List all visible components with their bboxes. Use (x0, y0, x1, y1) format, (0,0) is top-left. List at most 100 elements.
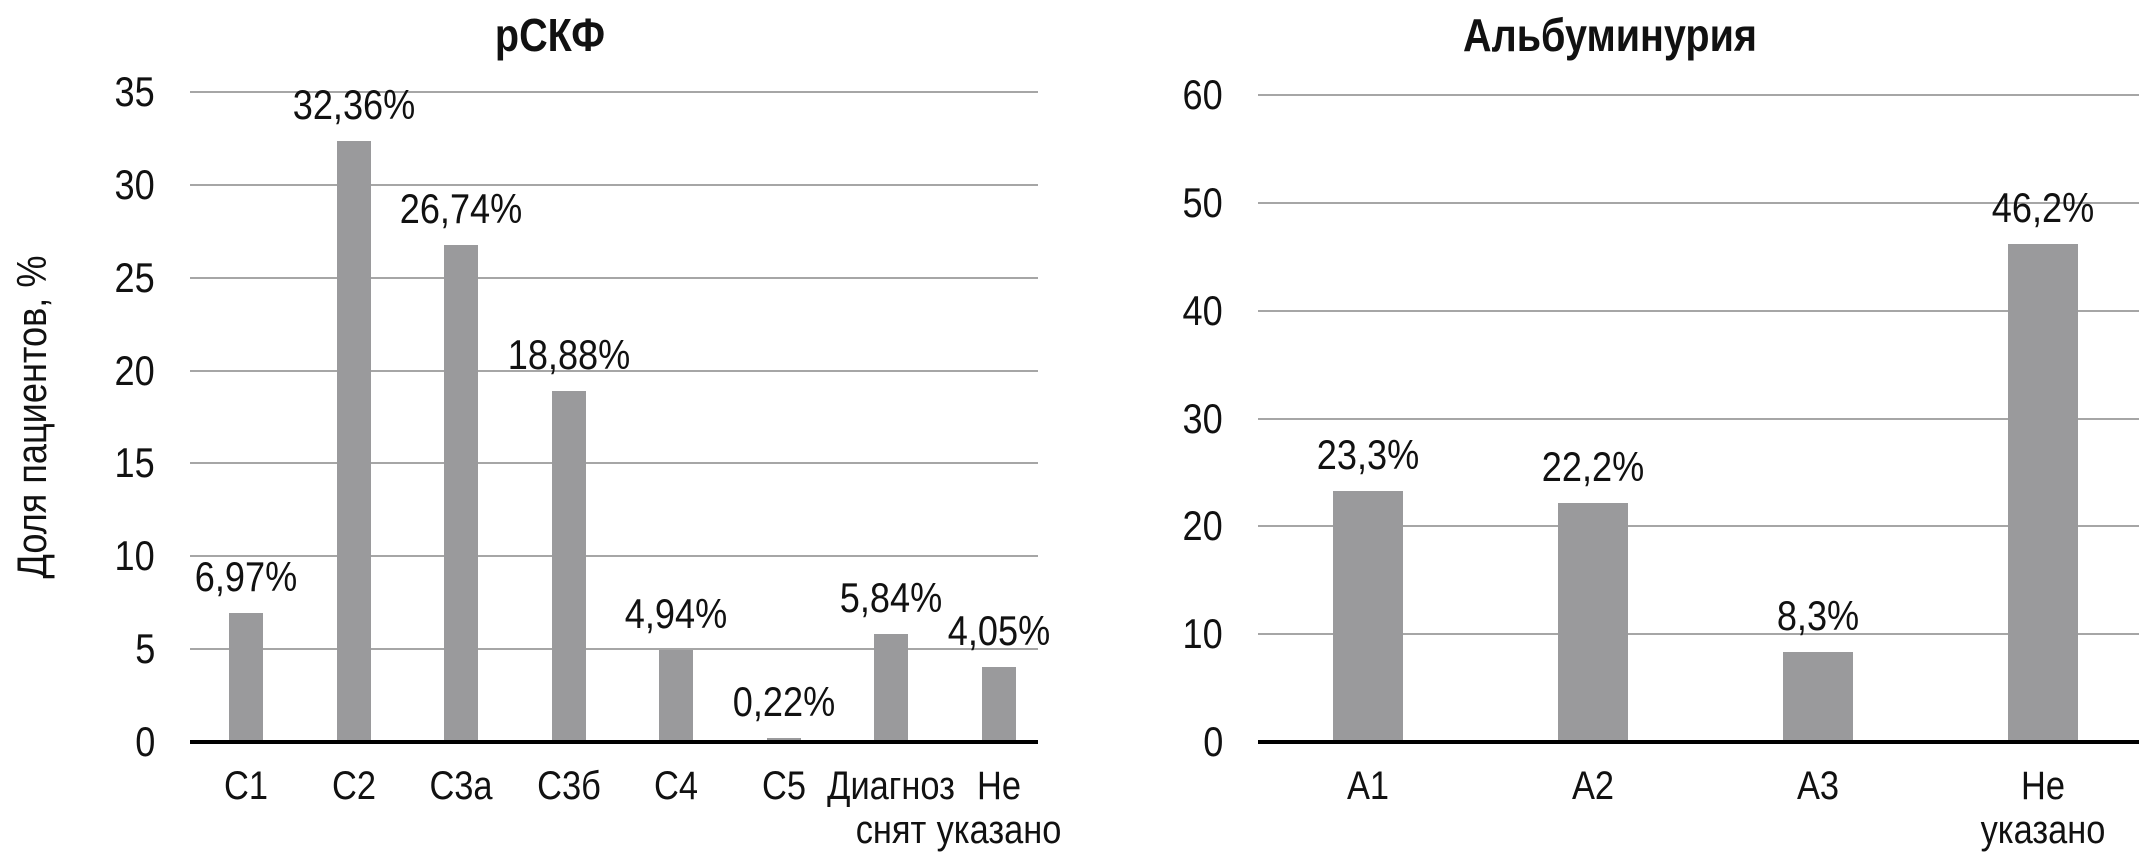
gridline (1258, 309, 2139, 312)
x-category-label: Не указано (1970, 764, 2115, 852)
gridline (1258, 633, 2139, 636)
chart-title: Альбуминурия (1439, 8, 1781, 62)
bar-value-label: 4,94% (616, 590, 735, 638)
gridline (190, 276, 1038, 279)
bar (229, 612, 263, 742)
bar-value-label: 46,2% (1983, 184, 2102, 232)
x-category-label-text: С1 (224, 764, 268, 808)
y-tick-label: 5 (0, 628, 155, 670)
gridline (1258, 525, 2139, 528)
y-tick-label: 50 (1023, 178, 1223, 226)
y-tick-label-text: 60 (1182, 71, 1223, 118)
bar-value-label-text: 4,05% (947, 606, 1050, 654)
y-tick-label-text: 40 (1182, 286, 1223, 334)
bar (336, 141, 371, 742)
x-category-label: С3а (424, 764, 497, 808)
y-tick-label: 0 (1023, 721, 1223, 763)
y-tick-label-text: 10 (114, 532, 155, 580)
bar-value-label-text: 6,97% (194, 552, 298, 600)
y-tick-label-text: 0 (134, 718, 155, 765)
x-category-label: С4 (650, 764, 701, 808)
bar-value-label-text: 4,94% (624, 590, 728, 638)
gridline (190, 462, 1038, 465)
bar (981, 666, 1016, 742)
bar (444, 245, 478, 742)
x-category-label: С3б (531, 764, 605, 808)
y-tick-label: 40 (1023, 286, 1223, 334)
bar-value-label: 18,88% (497, 331, 639, 379)
bar-value-label-text: 22,2% (1541, 442, 1645, 490)
y-tick-label: 30 (1023, 397, 1223, 440)
bar-value-label: 6,97% (186, 553, 305, 601)
x-category-label-text: Не указано (1980, 764, 2106, 852)
x-category-label-text: С5 (761, 764, 806, 808)
bar-value-label: 32,36% (282, 81, 424, 129)
bar-value-label: 23,3% (1308, 431, 1427, 479)
gridline (1258, 201, 2139, 204)
bar-value-label-text: 8,3% (1776, 592, 1860, 640)
gridline (190, 91, 1038, 93)
y-tick-label-text: 25 (114, 253, 155, 301)
y-tick-label: 15 (0, 442, 155, 484)
x-category-label-text: Диагноз снят (827, 764, 955, 852)
y-tick-label: 10 (0, 535, 155, 577)
y-tick-label-text: 15 (114, 439, 155, 487)
x-category-label: С5 (758, 764, 809, 808)
bar-value-label-text: 46,2% (1991, 183, 2095, 231)
y-tick-label-text: 35 (114, 68, 155, 115)
x-category-label: С2 (328, 764, 379, 808)
x-category-label-text: С3а (429, 764, 493, 808)
y-tick-label-text: 30 (114, 160, 155, 208)
y-tick-label: 60 (1023, 74, 1223, 116)
bar-value-label-text: 32,36% (292, 81, 415, 129)
bar-value-label-text: 26,74% (399, 185, 523, 233)
x-axis-line (190, 740, 1038, 744)
x-category-label-text: А3 (1796, 764, 1840, 808)
gridline (190, 555, 1038, 558)
bar-value-label: 22,2% (1533, 443, 1652, 491)
bar-value-label-text: 23,3% (1316, 430, 1420, 478)
y-tick-label-text: 10 (1182, 610, 1223, 658)
bar (551, 391, 586, 742)
y-tick-label: 20 (0, 346, 155, 394)
x-axis-line (1258, 740, 2139, 744)
y-tick-label-text: 0 (1202, 718, 1223, 765)
y-tick-label-text: 20 (114, 346, 155, 394)
x-category-label: А3 (1794, 764, 1843, 808)
gridline (190, 369, 1038, 372)
x-category-label: С1 (220, 764, 271, 808)
gridline (190, 183, 1038, 186)
x-category-label: А2 (1569, 764, 1618, 808)
x-category-label: Не указано (926, 764, 1071, 852)
bar (1333, 490, 1403, 742)
x-category-label-text: А1 (1346, 764, 1390, 808)
y-tick-label: 35 (0, 71, 155, 113)
y-tick-label: 0 (0, 721, 155, 763)
x-category-label: Диагноз снят (817, 764, 966, 852)
bar-value-label: 8,3% (1770, 592, 1866, 640)
chart-title-text: рСКФ (494, 9, 606, 61)
bar-value-label-text: 5,84% (839, 573, 943, 621)
bar (659, 650, 693, 742)
gridline (1258, 94, 2139, 96)
x-category-label: А1 (1344, 764, 1393, 808)
x-category-label-text: А2 (1571, 764, 1615, 808)
chart-title-text: Альбуминурия (1463, 9, 1757, 61)
bar (874, 633, 908, 742)
x-category-label-text: С4 (654, 764, 698, 808)
y-tick-label-text: 50 (1182, 178, 1223, 226)
y-tick-label: 30 (0, 160, 155, 208)
bar-value-label-text: 0,22% (732, 677, 835, 725)
y-tick-label-text: 20 (1182, 502, 1223, 550)
y-tick-label: 10 (1023, 613, 1223, 655)
y-tick-label: 20 (1023, 505, 1223, 547)
gridline (190, 648, 1038, 651)
bar-value-label-text: 18,88% (507, 331, 630, 379)
gridline (1258, 417, 2139, 420)
bar (2008, 243, 2078, 742)
bar-value-label: 5,84% (831, 574, 950, 622)
chart-title: рСКФ (486, 8, 614, 62)
bar (766, 737, 801, 742)
